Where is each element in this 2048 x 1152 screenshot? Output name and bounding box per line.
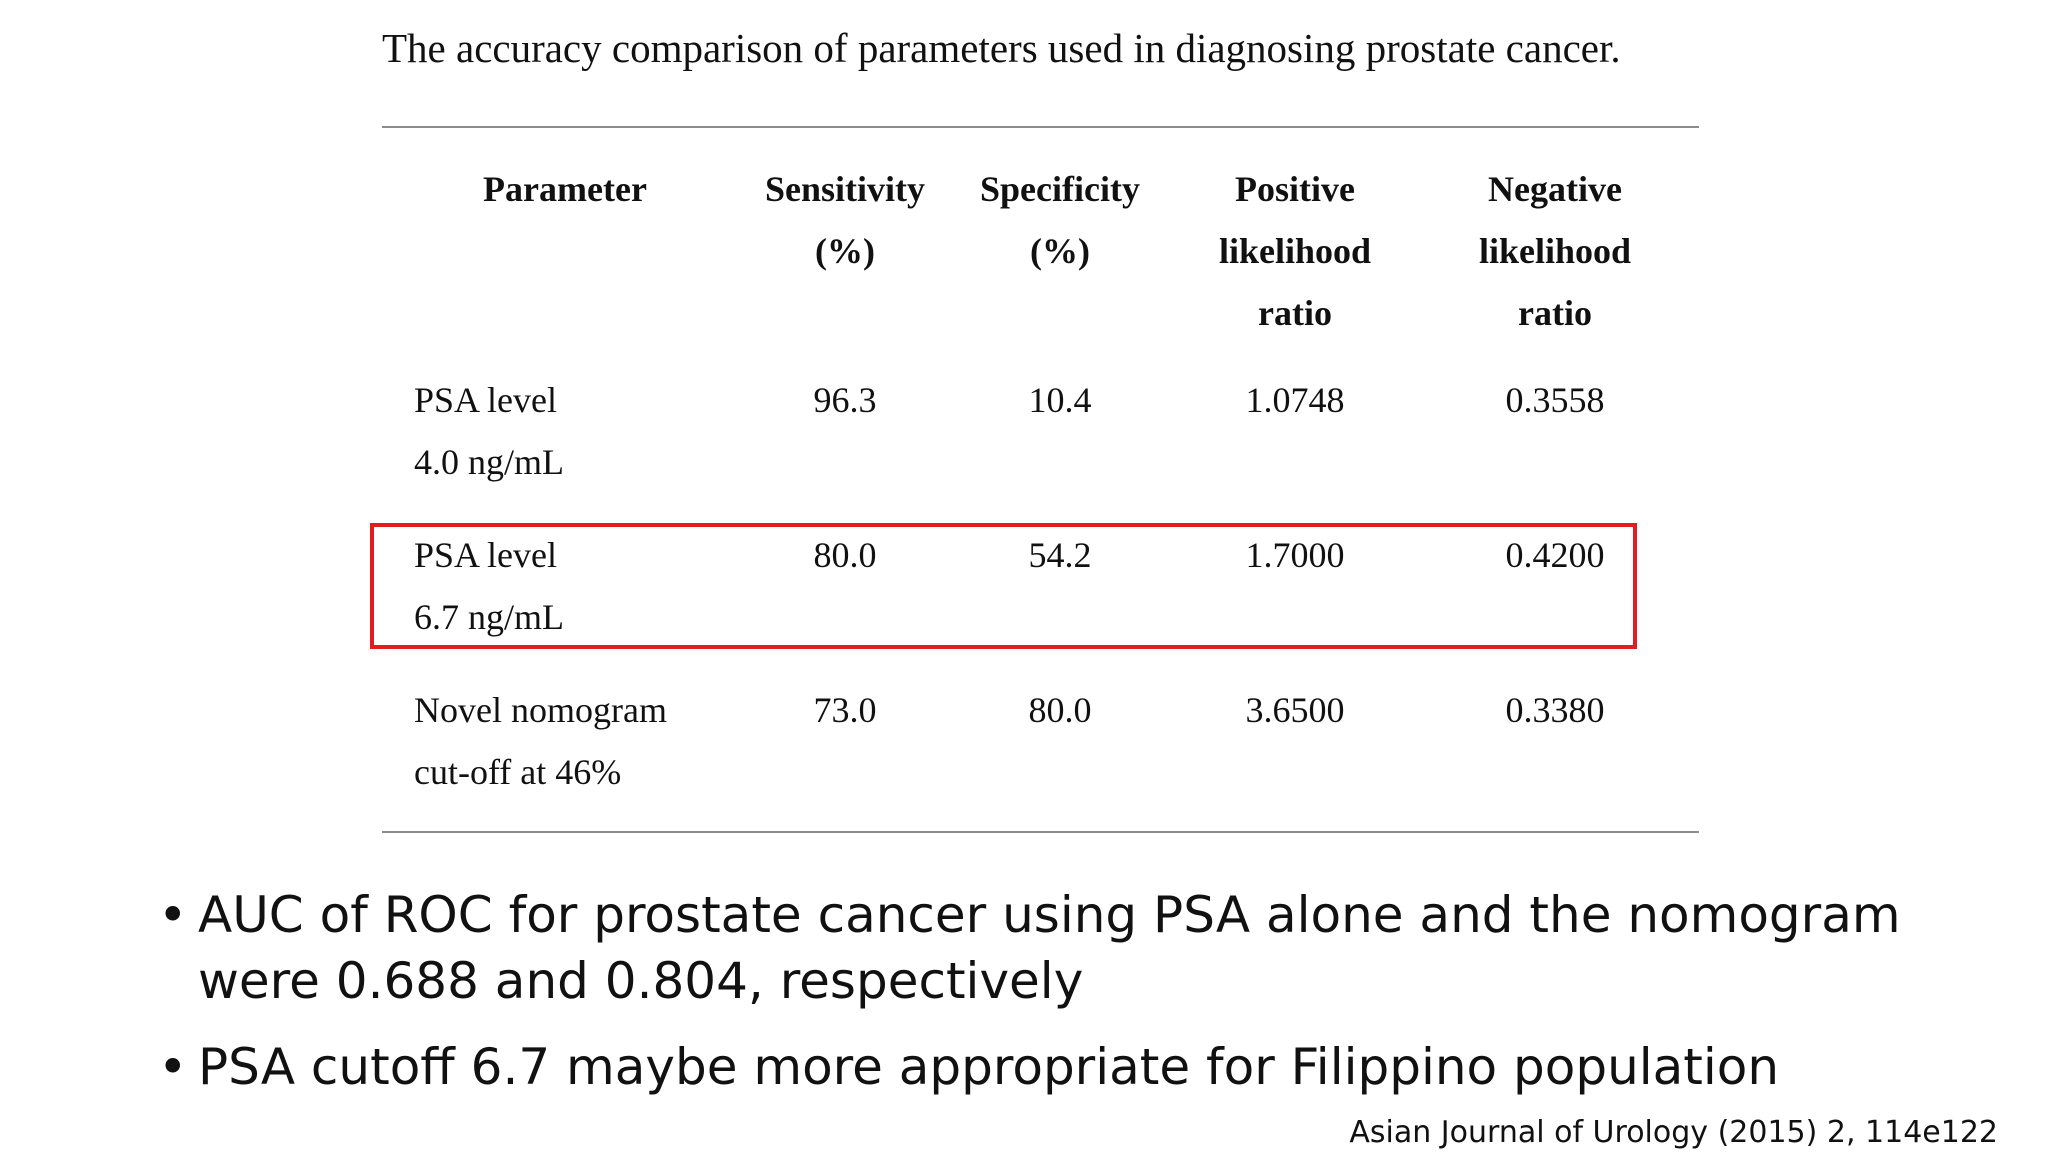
bullet-text: AUC of ROC for prostate cancer using PSA… [198,886,1901,1010]
cell-parameter: PSA level 6.7 ng/mL [414,524,564,648]
cell-parameter-line: 4.0 ng/mL [414,442,564,482]
header-specificity-line: Specificity [980,169,1140,209]
cell-parameter-line: Novel nomogram [414,690,667,730]
cell-sensitivity: 80.0 [813,535,877,575]
header-negative-likelihood-ratio: Negative likelihood ratio [1445,158,1665,344]
cell-plr: 1.0748 [1245,380,1345,420]
bullet-dot: • [158,886,188,944]
cell-plr: 3.6500 [1245,690,1345,730]
cell-specificity: 80.0 [1028,690,1092,730]
cell-sensitivity: 96.3 [813,380,877,420]
cell-parameter-line: 6.7 ng/mL [414,597,564,637]
header-specificity: Specificity (%) [965,158,1155,282]
header-nlr-line: likelihood [1478,231,1632,271]
cell-specificity: 10.4 [1028,380,1092,420]
bullet-item: • AUC of ROC for prostate cancer using P… [158,882,1938,1014]
bullet-text: PSA cutoff 6.7 maybe more appropriate fo… [198,1038,1780,1096]
cell-plr: 1.7000 [1245,535,1345,575]
cell-nlr: 0.4200 [1505,535,1605,575]
header-plr-line: ratio [1258,293,1332,333]
bullet-list: • AUC of ROC for prostate cancer using P… [158,882,1938,1120]
cell-parameter: PSA level 4.0 ng/mL [414,369,564,493]
cell-nlr: 0.3380 [1505,690,1605,730]
cell-specificity: 54.2 [1028,535,1092,575]
header-sensitivity-line: Sensitivity [764,169,925,209]
bullet-dot: • [158,1038,188,1096]
table-top-rule [382,126,1699,128]
cell-parameter-line: cut-off at 46% [414,752,622,792]
header-sensitivity: Sensitivity (%) [750,158,940,282]
header-nlr-line: Negative [1488,169,1622,209]
header-parameter: Parameter [410,158,720,220]
highlight-box [370,523,1637,649]
cell-sensitivity: 73.0 [813,690,877,730]
cell-parameter-line: PSA level [414,535,558,575]
header-specificity-line: (%) [1030,231,1090,271]
table-bottom-rule [382,831,1699,833]
cell-nlr: 0.3558 [1505,380,1605,420]
header-sensitivity-line: (%) [815,231,875,271]
header-plr-line: likelihood [1218,231,1372,271]
cell-parameter: Novel nomogram cut-off at 46% [414,679,667,803]
header-nlr-line: ratio [1518,293,1592,333]
bullet-item: • PSA cutoff 6.7 maybe more appropriate … [158,1034,1938,1100]
header-parameter-line: Parameter [483,169,647,209]
table-title: The accuracy comparison of parameters us… [382,25,1621,71]
cell-parameter-line: PSA level [414,380,558,420]
citation: Asian Journal of Urology (2015) 2, 114e1… [1349,1115,1998,1150]
header-positive-likelihood-ratio: Positive likelihood ratio [1185,158,1405,344]
header-plr-line: Positive [1235,169,1355,209]
